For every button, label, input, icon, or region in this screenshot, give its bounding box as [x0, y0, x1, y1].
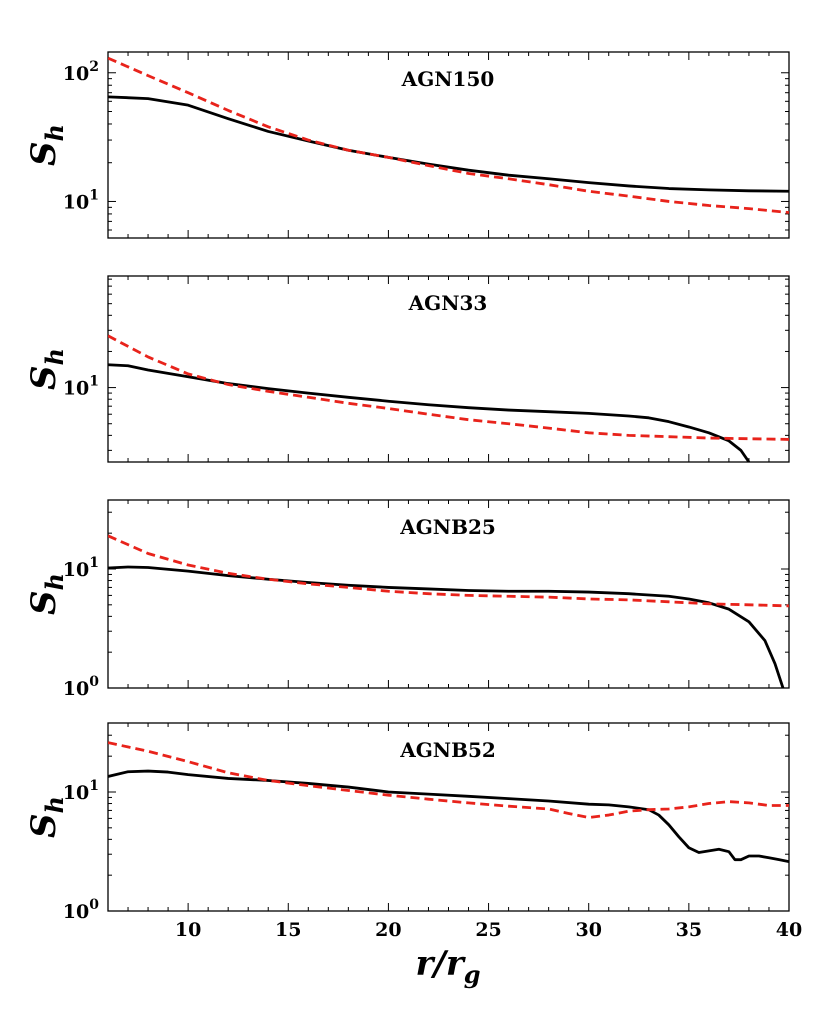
- series-line-solid: [108, 769, 789, 863]
- panel-title: AGN150: [401, 67, 495, 91]
- series-line-dashed: [108, 741, 789, 819]
- panel-title: AGNB25: [399, 515, 496, 539]
- x-tick-label: 20: [375, 919, 401, 941]
- x-tick-label: 10: [175, 919, 201, 941]
- x-tick-label: 35: [676, 919, 702, 941]
- x-axis-label: r/rg: [415, 944, 480, 989]
- panel-agnb52: 10 15 20 25 30 35 40 100 101 AGNB52 Sh r/rg: [24, 722, 802, 989]
- y-tick-label: 100: [63, 674, 99, 700]
- x-tick-label: 40: [776, 919, 802, 941]
- series-line-solid: [108, 363, 751, 462]
- panel-agnb25: 100 101 AGNB25 Sh: [24, 499, 790, 700]
- series-line-solid: [108, 565, 785, 688]
- series-line-solid: [108, 95, 789, 193]
- panel-agn150: 101 102 AGN150 Sh: [24, 51, 790, 239]
- x-tick-label: 30: [575, 919, 601, 941]
- y-axis-label: Sh: [24, 796, 69, 838]
- x-tick-label: 15: [275, 919, 301, 941]
- y-tick-label: 100: [63, 897, 99, 923]
- panel-agn33: 101 AGN33 Sh: [24, 275, 790, 463]
- x-tick-label: 25: [475, 919, 501, 941]
- y-axis-label: Sh: [24, 124, 69, 166]
- y-tick-label: 101: [63, 374, 99, 400]
- y-axis-label: Sh: [24, 348, 69, 390]
- y-tick-label: 102: [63, 59, 99, 85]
- series-line-dashed: [108, 334, 789, 441]
- y-tick-label: 101: [63, 187, 99, 213]
- y-axis-label: Sh: [24, 573, 69, 615]
- y-tick-label: 101: [63, 778, 99, 804]
- panel-title: AGN33: [408, 291, 488, 315]
- series-line-dashed: [108, 56, 789, 214]
- series-line-dashed: [108, 534, 789, 608]
- panel-title: AGNB52: [399, 738, 496, 762]
- y-tick-label: 101: [63, 555, 99, 581]
